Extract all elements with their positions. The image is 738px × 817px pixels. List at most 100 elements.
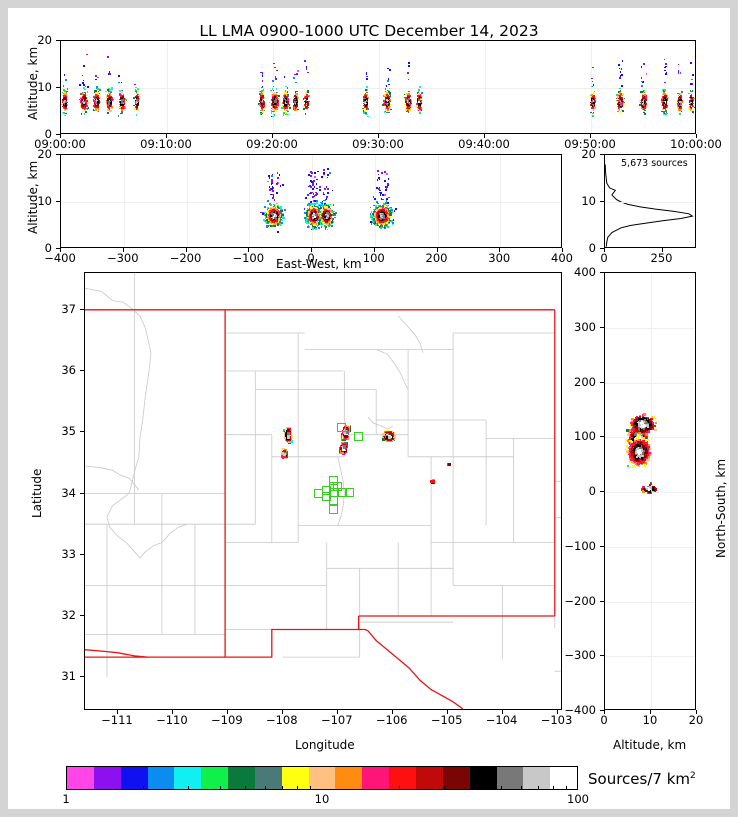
data-point [665, 63, 667, 65]
data-point [317, 170, 319, 173]
data-point [134, 105, 137, 108]
data-point [665, 110, 668, 112]
data-point [63, 74, 66, 76]
data-point [275, 218, 278, 220]
data-point [260, 90, 263, 92]
data-point [420, 97, 422, 100]
data-point [65, 103, 68, 106]
data-point [94, 90, 97, 92]
data-point [263, 105, 265, 107]
data-point [328, 171, 331, 174]
data-point [262, 111, 264, 113]
data-point [98, 102, 100, 105]
data-point [620, 104, 622, 106]
data-point [95, 101, 98, 104]
data-point [594, 107, 596, 109]
data-point [108, 97, 111, 100]
data-point [320, 226, 323, 229]
data-point [82, 79, 85, 82]
data-point [260, 71, 263, 74]
data-point [61, 103, 64, 106]
data-point [366, 78, 368, 80]
data-point [691, 78, 693, 81]
data-point [664, 113, 667, 115]
data-point [383, 111, 386, 114]
data-point [622, 110, 624, 112]
data-point [95, 104, 97, 106]
data-point [278, 221, 281, 224]
axis-tick [56, 40, 60, 41]
data-point [285, 91, 287, 94]
data-point [366, 86, 368, 88]
data-point [95, 99, 97, 102]
data-point [296, 105, 298, 107]
data-point [321, 176, 324, 178]
data-point [618, 64, 620, 66]
data-point [689, 62, 692, 65]
data-point [262, 89, 265, 91]
data-point [107, 56, 109, 59]
data-point [275, 192, 278, 195]
data-point [592, 112, 594, 115]
data-point [123, 99, 126, 102]
data-point [334, 216, 336, 219]
data-point [315, 228, 317, 231]
gridline [500, 155, 502, 247]
data-point [665, 99, 667, 101]
data-point [281, 219, 284, 222]
axis-tick-label: 0 [44, 127, 52, 141]
data-point [384, 108, 387, 111]
gridline [61, 88, 695, 89]
data-point [66, 108, 69, 110]
data-point [689, 109, 692, 112]
panel-east-west-vs-altitude[interactable] [60, 154, 562, 248]
data-point [135, 89, 137, 92]
data-point [106, 96, 108, 99]
data-point [84, 95, 86, 98]
axis-tick-label: 09:20:00 [246, 137, 298, 151]
data-point [283, 76, 286, 78]
data-point [311, 228, 314, 230]
data-point [618, 96, 621, 98]
data-point [260, 109, 262, 112]
data-point [389, 95, 392, 97]
data-point [108, 103, 110, 105]
data-point [85, 96, 88, 99]
data-point [592, 66, 594, 69]
data-point [109, 99, 111, 101]
data-point [84, 96, 86, 99]
data-point [92, 97, 95, 99]
data-point [63, 107, 66, 109]
data-point [316, 187, 319, 190]
data-point [367, 108, 369, 110]
data-point [385, 85, 388, 88]
panel-time-vs-altitude[interactable] [60, 40, 696, 134]
data-point [135, 105, 138, 107]
data-point [408, 102, 410, 105]
data-point [122, 99, 124, 102]
data-point [276, 210, 279, 213]
data-point [385, 103, 388, 105]
data-point [120, 94, 123, 97]
data-point [680, 110, 683, 113]
data-point [65, 98, 68, 101]
data-point [81, 97, 83, 100]
data-point [64, 94, 66, 97]
data-point [281, 102, 284, 104]
data-point [136, 103, 138, 105]
data-point [82, 106, 84, 108]
data-point [295, 102, 298, 105]
data-point [279, 217, 282, 219]
data-point [118, 81, 120, 84]
data-point [61, 91, 64, 94]
page-title: LL LMA 0900-1000 UTC December 14, 2023 [199, 22, 539, 40]
data-point [306, 95, 309, 97]
data-point [109, 93, 111, 95]
data-point [618, 109, 621, 112]
data-point [95, 97, 97, 100]
data-point [388, 106, 391, 108]
data-point [107, 89, 110, 91]
data-point [326, 176, 329, 179]
data-point [277, 230, 280, 233]
data-point [619, 111, 622, 114]
